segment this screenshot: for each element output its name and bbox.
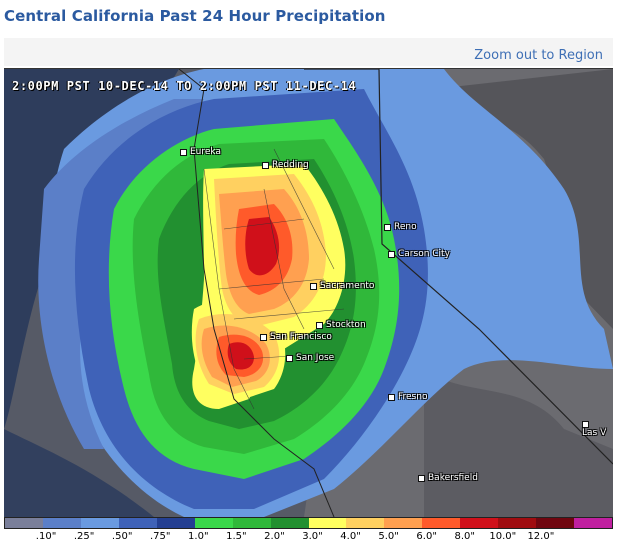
city-dot	[384, 223, 391, 231]
legend-swatch	[308, 518, 347, 528]
legend-swatch	[574, 518, 612, 528]
legend-swatch	[270, 518, 309, 528]
legend-label: 3.0"	[302, 531, 323, 542]
legend-swatch	[232, 518, 271, 528]
city-marker-sacramento[interactable]: Sacramento	[310, 281, 374, 291]
legend-label: .50"	[111, 531, 133, 542]
page-title: Central California Past 24 Hour Precipit…	[4, 7, 386, 25]
city-label-redding: Redding	[272, 160, 309, 170]
legend-label: 8.0"	[454, 531, 476, 542]
city-marker-las-vegas[interactable]: Las V	[582, 421, 606, 438]
city-dot	[582, 421, 589, 428]
legend-swatch	[194, 518, 233, 528]
city-marker-carson-city[interactable]: Carson City	[388, 249, 450, 259]
city-label-stockton: Stockton	[326, 320, 366, 330]
map-toolbar: Zoom out to Region	[4, 38, 613, 66]
city-marker-bakersfield[interactable]: Bakersfield	[418, 473, 478, 483]
city-label-san-francisco: San Francisco	[270, 332, 332, 342]
city-dot	[260, 333, 267, 341]
legend-label: .75"	[149, 531, 171, 542]
city-dot	[180, 148, 187, 156]
zoom-out-link[interactable]: Zoom out to Region	[474, 48, 603, 63]
city-dot	[388, 250, 395, 258]
city-dot	[310, 282, 317, 290]
city-marker-stockton[interactable]: Stockton	[316, 320, 366, 330]
legend-swatch	[156, 518, 195, 528]
legend-swatch	[384, 518, 423, 528]
city-dot	[286, 354, 293, 362]
legend-label: 5.0"	[378, 531, 399, 542]
map-canvas	[4, 69, 613, 517]
legend-label: 4.0"	[340, 531, 361, 542]
city-label-las-vegas: Las V	[582, 428, 607, 438]
legend-swatch	[498, 518, 537, 528]
legend-swatch	[536, 518, 575, 528]
legend-swatch	[5, 518, 43, 528]
city-marker-eureka[interactable]: Eureka	[180, 147, 221, 157]
legend-label: 1.0"	[188, 531, 209, 542]
precipitation-legend-labels: .10" .25" .50" .75" 1.0" 1.5" 2.0" 3.0" 4.0" 5.0"…	[4, 531, 613, 545]
city-label-bakersfield: Bakersfield	[428, 473, 478, 483]
city-dot	[316, 321, 323, 329]
city-dot	[262, 161, 269, 169]
city-label-carson-city: Carson City	[398, 249, 450, 259]
legend-swatch	[42, 518, 81, 528]
legend-swatch	[422, 518, 461, 528]
legend-label: 2.0"	[264, 531, 285, 542]
city-label-fresno: Fresno	[398, 392, 428, 402]
precipitation-legend	[4, 517, 613, 529]
city-marker-san-francisco[interactable]: San Francisco	[260, 332, 332, 342]
city-marker-redding[interactable]: Redding	[262, 160, 309, 170]
city-dot	[388, 393, 395, 401]
city-marker-fresno[interactable]: Fresno	[388, 392, 427, 402]
city-marker-reno[interactable]: Reno	[384, 222, 417, 232]
city-dot	[418, 474, 425, 482]
city-label-reno: Reno	[394, 222, 417, 232]
legend-label: .25"	[73, 531, 95, 542]
legend-label: 1.5"	[226, 531, 247, 542]
legend-label: 10.0"	[489, 531, 517, 542]
legend-swatch	[118, 518, 157, 528]
legend-swatch	[460, 518, 499, 528]
city-marker-san-jose[interactable]: San Jose	[286, 353, 334, 363]
legend-label: .10"	[35, 531, 57, 542]
legend-label: 6.0"	[416, 531, 437, 542]
city-label-san-jose: San Jose	[296, 353, 335, 363]
legend-swatch	[346, 518, 385, 528]
city-label-eureka: Eureka	[190, 147, 221, 157]
legend-label: 12.0"	[527, 531, 555, 542]
city-label-sacramento: Sacramento	[320, 281, 375, 291]
date-range-label: 2:00PM PST 10-DEC-14 TO 2:00PM PST 11-DE…	[12, 79, 357, 93]
legend-swatch	[80, 518, 119, 528]
precipitation-map[interactable]: 2:00PM PST 10-DEC-14 TO 2:00PM PST 11-DE…	[4, 68, 613, 517]
